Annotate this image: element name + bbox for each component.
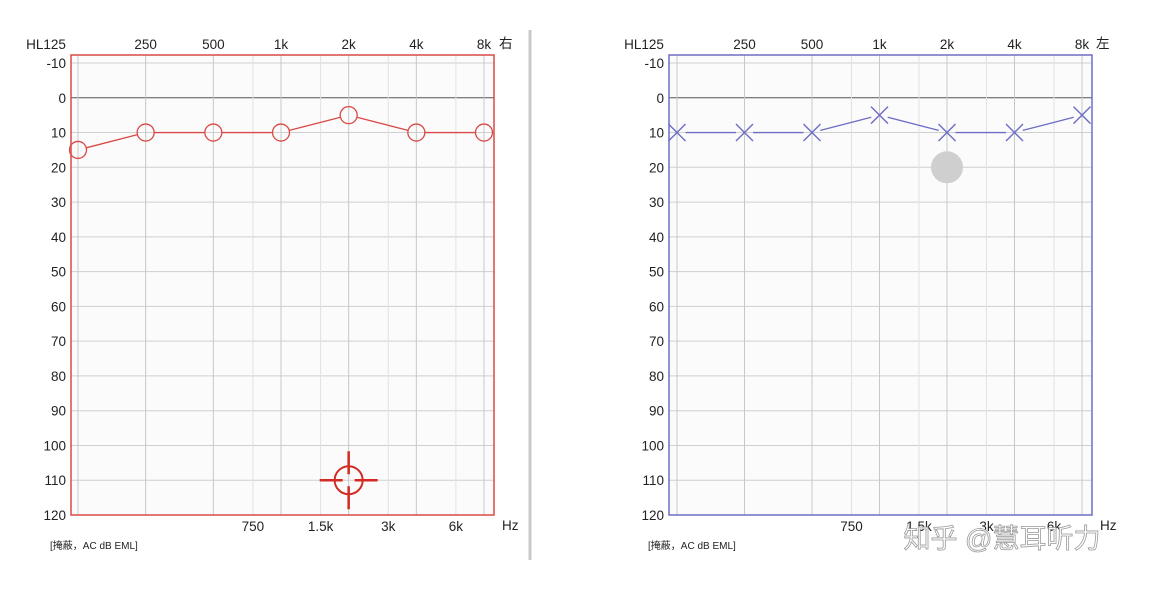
bottom-tick-label: 750 <box>242 519 265 534</box>
y-tick-label: 100 <box>641 438 664 453</box>
y-tick-label: 50 <box>649 265 664 280</box>
top-tick-label: 8k <box>477 37 492 52</box>
series-line-segment <box>1022 116 1074 132</box>
threshold-point-cross <box>668 123 686 142</box>
y-tick-label: 120 <box>641 508 664 523</box>
top-tick-label: 1k <box>872 37 887 52</box>
y-tick-label: 30 <box>51 195 66 210</box>
x-unit-label: Hz <box>502 518 519 533</box>
threshold-point-circle <box>204 123 223 142</box>
y-tick-label: 20 <box>51 160 66 175</box>
series-line-segment <box>86 134 138 149</box>
top-tick-label: 8k <box>1075 37 1090 52</box>
cursor-dot-icon <box>931 151 963 184</box>
series-line-segment <box>289 116 341 132</box>
y-tick-label: 70 <box>649 334 664 349</box>
bottom-tick-label: 750 <box>840 519 863 534</box>
bottom-tick-label: 6k <box>449 519 464 534</box>
plot-frame <box>70 54 495 516</box>
threshold-point-circle <box>339 106 358 125</box>
y-tick-label: 110 <box>44 473 66 488</box>
y-tick-label: 100 <box>43 438 66 453</box>
threshold-point-cross <box>870 106 889 125</box>
bottom-tick-label: 3k <box>979 519 994 534</box>
y-tick-label: 20 <box>649 160 664 175</box>
y-tick-label: 90 <box>51 404 66 419</box>
threshold-point-cross <box>803 123 821 142</box>
bottom-tick-label: 1.5k <box>906 519 932 534</box>
top-tick-label: HL125 <box>624 37 664 52</box>
series-line-segment <box>887 116 939 132</box>
y-tick-label: 10 <box>51 126 66 141</box>
y-tick-label: 60 <box>51 299 66 314</box>
y-tick-label: 80 <box>649 369 664 384</box>
top-tick-label: 2k <box>342 37 357 52</box>
top-tick-label: 1k <box>274 37 289 52</box>
ear-label: 右 <box>499 36 513 51</box>
x-unit-label: Hz <box>1100 518 1117 533</box>
y-tick-label: 70 <box>51 334 66 349</box>
y-tick-label: 50 <box>51 265 66 280</box>
y-tick-label: 90 <box>649 404 664 419</box>
top-tick-label: 2k <box>940 37 955 52</box>
threshold-point-circle <box>474 123 494 142</box>
y-tick-label: 80 <box>51 369 66 384</box>
y-tick-label: 10 <box>649 126 664 141</box>
y-tick-label: 0 <box>656 91 664 106</box>
plot-area <box>669 55 1092 515</box>
bottom-tick-label: 1.5k <box>308 519 334 534</box>
y-tick-label: 30 <box>649 195 664 210</box>
y-tick-label: 0 <box>58 91 66 106</box>
top-tick-label: 4k <box>409 37 424 52</box>
y-tick-label: 40 <box>649 230 664 245</box>
series-line-segment <box>356 116 409 132</box>
top-tick-label: 4k <box>1007 37 1022 52</box>
audiogram-panel-right-ear: HL125 250 500 1k 2k 4k 8k 右 750 1.5k 3k 6k Hz -10 0 10 2… <box>26 36 519 552</box>
threshold-point-circle <box>271 123 291 142</box>
threshold-point-cross <box>735 123 754 142</box>
y-tick-label: 40 <box>51 230 66 245</box>
bottom-tick-label: 3k <box>381 519 396 534</box>
top-tick-label: 250 <box>733 37 756 52</box>
masking-note: [掩蔽，AC dB EML] <box>50 539 138 552</box>
top-tick-label: 500 <box>801 37 824 52</box>
masking-note: [掩蔽，AC dB EML] <box>648 539 736 552</box>
threshold-point-circle <box>68 140 88 160</box>
top-tick-label: HL125 <box>26 37 66 52</box>
watermark-text: 知乎 @慧耳听力 <box>904 524 1101 554</box>
y-tick-label: 60 <box>649 299 664 314</box>
top-tick-label: 250 <box>134 37 157 52</box>
top-tick-label: 500 <box>202 37 225 52</box>
series-line-segment <box>820 116 872 132</box>
plot-frame <box>668 54 1093 516</box>
threshold-point-circle <box>136 123 155 142</box>
plot-area <box>71 55 494 515</box>
y-tick-label: -10 <box>46 56 66 71</box>
threshold-point-cross <box>1005 123 1024 142</box>
crosshair-icon <box>319 451 378 510</box>
threshold-point-circle <box>407 123 426 142</box>
threshold-point-cross <box>1073 106 1091 125</box>
y-tick-label: 120 <box>43 508 66 523</box>
ear-label: 左 <box>1096 36 1110 51</box>
bottom-tick-label: 6k <box>1047 519 1062 534</box>
audiogram-panel-left-ear: HL125 250 500 1k 2k 4k 8k 左 750 1.5k 3k 6k Hz -10 0 10 2… <box>624 36 1117 552</box>
y-tick-label: -10 <box>644 56 664 71</box>
threshold-point-cross <box>938 123 956 142</box>
y-tick-label: 110 <box>642 473 664 488</box>
